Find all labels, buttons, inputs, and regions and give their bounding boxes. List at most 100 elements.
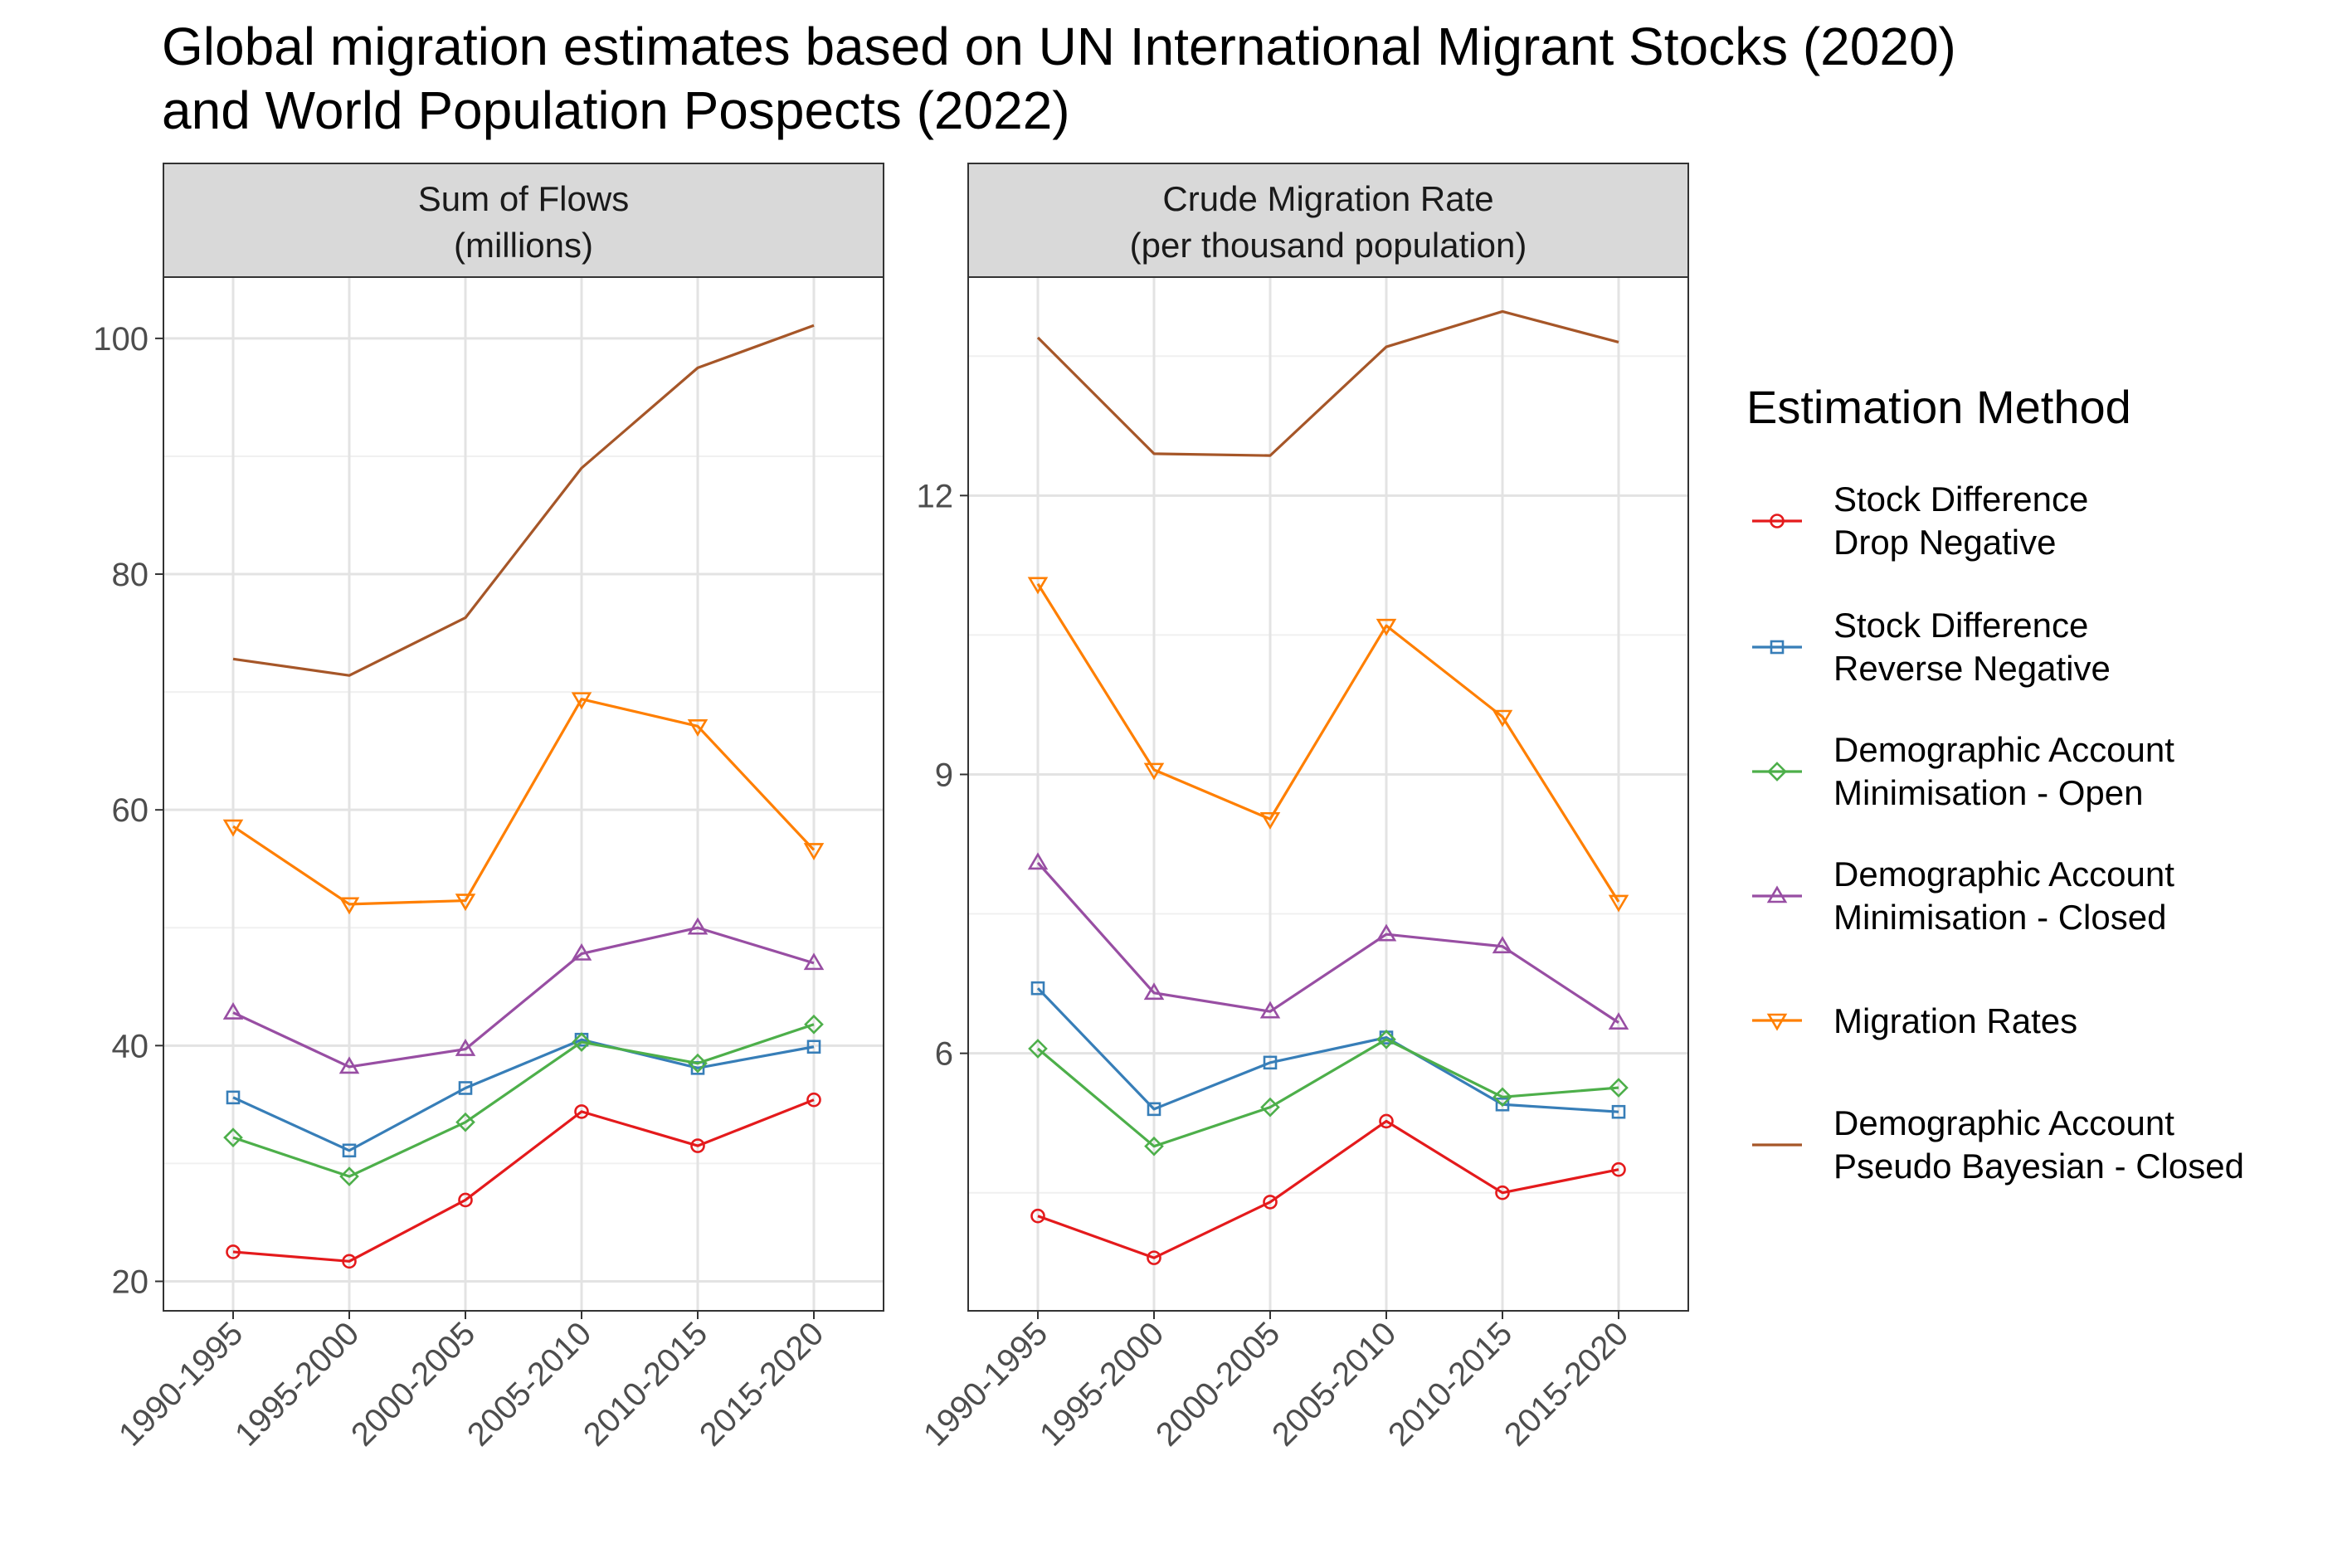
data-point-demographic-account-minimisation-open bbox=[1260, 1097, 1280, 1118]
data-point-stock-difference-drop-negative bbox=[1495, 1185, 1510, 1200]
data-point-migration-rates bbox=[1492, 709, 1513, 728]
panel-crude-migration-rate: Crude Migration Rate (per thousand popul… bbox=[917, 163, 1689, 1454]
data-point-stock-difference-reverse-negative bbox=[1495, 1097, 1510, 1112]
legend-demographic-account-pseudo-bayesian-closed-label-line1: Demographic Account bbox=[1833, 1103, 2174, 1142]
strip-label-line1: Sum of Flows bbox=[418, 179, 629, 218]
data-point-demographic-account-minimisation-open bbox=[1144, 1136, 1164, 1157]
y-tick-label: 100 bbox=[93, 321, 149, 358]
data-point-migration-rates bbox=[1608, 894, 1629, 913]
y-tick-label: 6 bbox=[935, 1036, 953, 1073]
legend-migration-rates-label: Migration Rates bbox=[1833, 1001, 2077, 1040]
data-point-stock-difference-reverse-negative bbox=[1147, 1102, 1161, 1117]
strip-label-line1: Crude Migration Rate bbox=[1162, 179, 1493, 218]
y-tick-label: 60 bbox=[112, 792, 149, 829]
data-point-demographic-account-minimisation-closed bbox=[222, 1001, 244, 1020]
strip-label-line2: (millions) bbox=[454, 226, 593, 265]
y-tick-label: 40 bbox=[112, 1028, 149, 1064]
legend-migration-rates-marker-swatch bbox=[1766, 1013, 1788, 1031]
data-point-stock-difference-drop-negative bbox=[226, 1244, 241, 1259]
data-point-demographic-account-minimisation-closed bbox=[1027, 852, 1049, 870]
x-tick-label: 2005-2010 bbox=[460, 1315, 598, 1453]
data-point-migration-rates bbox=[455, 894, 476, 912]
x-tick-label: 1990-1995 bbox=[112, 1315, 250, 1453]
data-point-stock-difference-drop-negative bbox=[1379, 1113, 1394, 1129]
legend-stock-difference-reverse-negative-label-line1: Stock Difference bbox=[1833, 606, 2088, 645]
legend-demographic-account-minimisation-closed-label-line2: Minimisation - Closed bbox=[1833, 898, 2166, 937]
x-tick-label: 2015-2020 bbox=[1497, 1315, 1635, 1453]
data-point-stock-difference-reverse-negative bbox=[1030, 981, 1045, 996]
data-point-stock-difference-drop-negative bbox=[1030, 1208, 1045, 1224]
data-point-stock-difference-reverse-negative bbox=[226, 1090, 241, 1105]
data-point-demographic-account-minimisation-open bbox=[688, 1053, 708, 1074]
data-point-demographic-account-minimisation-open bbox=[223, 1127, 243, 1147]
y-tick-label: 20 bbox=[112, 1264, 149, 1300]
data-point-migration-rates bbox=[338, 897, 360, 915]
data-point-stock-difference-reverse-negative bbox=[458, 1081, 473, 1095]
panel-sum-of-flows: Sum of Flows (millions) 20 40 60 80 100 1990-… bbox=[93, 163, 884, 1454]
data-point-demographic-account-minimisation-closed bbox=[1376, 923, 1397, 942]
data-point-demographic-account-minimisation-open bbox=[1376, 1029, 1396, 1049]
x-tick-label: 1995-2000 bbox=[228, 1315, 366, 1453]
y-tick-label: 12 bbox=[917, 478, 954, 514]
series-line-demographic-account-minimisation-open bbox=[232, 1023, 815, 1178]
series-line-migration-rates bbox=[1036, 582, 1620, 903]
data-point-stock-difference-drop-negative bbox=[690, 1138, 705, 1153]
data-point-migration-rates bbox=[222, 819, 244, 837]
legend-demographic-account-minimisation-closed-label-line1: Demographic Account bbox=[1833, 855, 2174, 894]
data-point-demographic-account-minimisation-closed bbox=[571, 942, 592, 961]
x-tick-label: 2000-2005 bbox=[344, 1315, 482, 1453]
data-point-demographic-account-minimisation-open bbox=[1028, 1039, 1048, 1059]
y-tick-label: 9 bbox=[935, 757, 953, 793]
data-point-migration-rates bbox=[803, 843, 825, 861]
legend-demographic-account-minimisation-open-marker-swatch bbox=[1767, 762, 1787, 782]
data-point-stock-difference-drop-negative bbox=[806, 1092, 821, 1108]
panel-border bbox=[163, 276, 884, 1312]
legend-title: Estimation Method bbox=[1746, 381, 2131, 433]
series-line-stock-difference-drop-negative bbox=[1037, 1119, 1619, 1259]
legend-stock-difference-reverse-negative-label-line2: Reverse Negative bbox=[1833, 649, 2111, 688]
legend-stock-difference-reverse-negative-marker-swatch bbox=[1770, 640, 1785, 655]
series-line-demographic-account-pseudo-bayesian-closed bbox=[1036, 309, 1619, 457]
panel-border bbox=[967, 276, 1689, 1312]
data-point-stock-difference-drop-negative bbox=[1611, 1161, 1626, 1177]
legend-demographic-account-minimisation-closed-marker-swatch bbox=[1766, 885, 1788, 903]
data-point-demographic-account-minimisation-closed bbox=[1608, 1012, 1629, 1030]
data-point-migration-rates bbox=[687, 719, 709, 737]
legend: Estimation Method Stock Difference Drop N… bbox=[1746, 381, 2244, 1186]
data-point-stock-difference-reverse-negative bbox=[1263, 1055, 1278, 1070]
data-point-demographic-account-minimisation-open bbox=[804, 1014, 824, 1035]
x-tick-label: 2010-2015 bbox=[1381, 1315, 1519, 1453]
series-line-demographic-account-minimisation-open bbox=[1036, 1038, 1619, 1148]
x-tick-label: 2010-2015 bbox=[577, 1315, 714, 1453]
data-point-demographic-account-minimisation-closed bbox=[1259, 1001, 1281, 1019]
legend-demographic-account-minimisation-open-label-line1: Demographic Account bbox=[1833, 730, 2174, 769]
data-point-migration-rates bbox=[1027, 577, 1049, 595]
y-tick-label: 80 bbox=[112, 557, 149, 593]
x-tick-label: 2015-2020 bbox=[693, 1315, 830, 1453]
series-line-stock-difference-drop-negative bbox=[232, 1098, 815, 1263]
series-line-stock-difference-reverse-negative bbox=[1036, 987, 1619, 1113]
data-point-stock-difference-drop-negative bbox=[1263, 1195, 1278, 1210]
data-point-stock-difference-drop-negative bbox=[1147, 1250, 1161, 1265]
x-tick-label: 2005-2010 bbox=[1265, 1315, 1403, 1453]
x-tick-label: 1990-1995 bbox=[917, 1315, 1054, 1453]
x-tick-label: 1995-2000 bbox=[1033, 1315, 1171, 1453]
data-point-stock-difference-reverse-negative bbox=[1611, 1104, 1626, 1119]
series-line-demographic-account-minimisation-closed bbox=[1036, 861, 1619, 1024]
series-line-stock-difference-reverse-negative bbox=[232, 1038, 815, 1152]
x-tick-label: 2000-2005 bbox=[1149, 1315, 1287, 1453]
data-point-stock-difference-drop-negative bbox=[342, 1254, 357, 1269]
data-point-migration-rates bbox=[1259, 811, 1281, 830]
data-point-migration-rates bbox=[1376, 618, 1397, 636]
strip-box-crude-migration-rate bbox=[967, 163, 1689, 278]
legend-demographic-account-minimisation-open-label-line2: Minimisation - Open bbox=[1833, 773, 2143, 812]
data-point-demographic-account-minimisation-open bbox=[572, 1032, 592, 1052]
data-point-migration-rates bbox=[1143, 762, 1165, 781]
legend-stock-difference-drop-negative-marker-swatch bbox=[1770, 514, 1785, 528]
data-point-demographic-account-minimisation-closed bbox=[687, 917, 709, 935]
legend-demographic-account-pseudo-bayesian-closed-label-line2: Pseudo Bayesian - Closed bbox=[1833, 1147, 2244, 1186]
series-line-demographic-account-minimisation-closed bbox=[232, 926, 815, 1069]
data-point-demographic-account-minimisation-open bbox=[1609, 1078, 1629, 1098]
data-point-demographic-account-minimisation-closed bbox=[455, 1039, 476, 1056]
